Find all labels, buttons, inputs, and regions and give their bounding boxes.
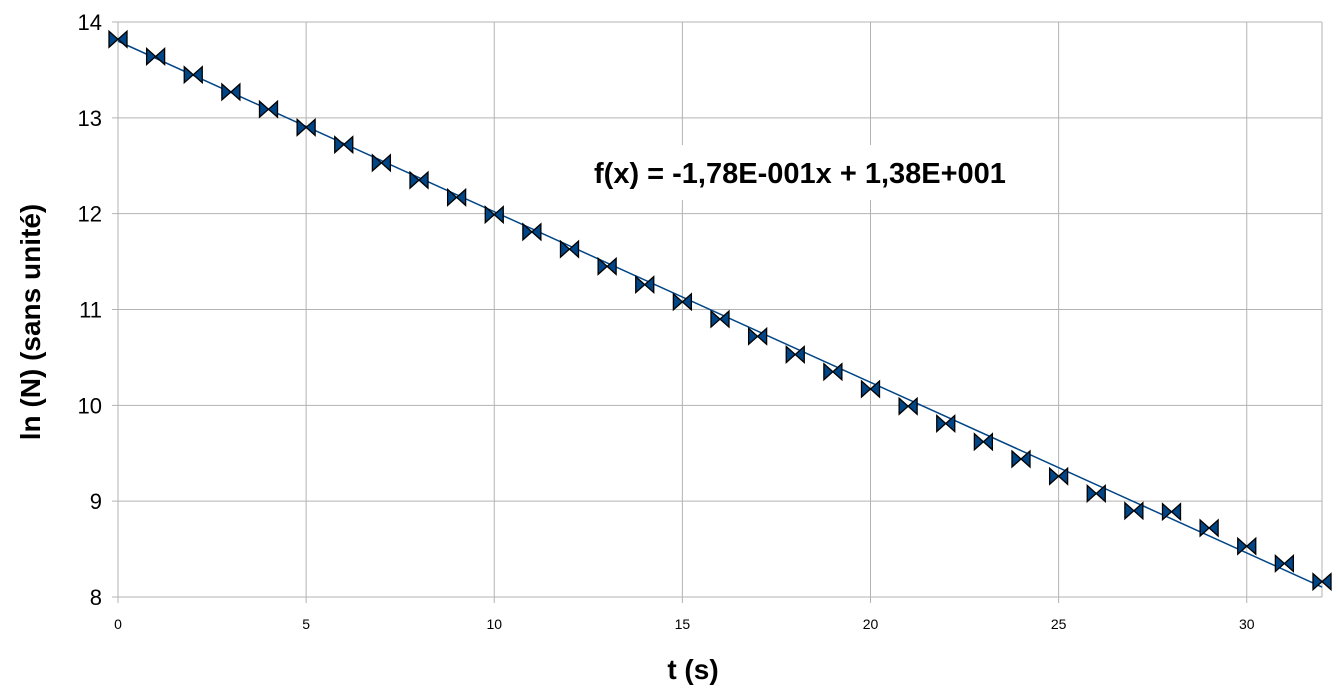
data-point: [1011, 449, 1031, 469]
data-point: [522, 222, 542, 242]
data-point: [860, 379, 881, 399]
data-point: [936, 414, 956, 433]
x-tick-label: 15: [675, 616, 691, 632]
data-point: [446, 187, 467, 207]
data-point: [296, 117, 316, 137]
x-tick-label: 10: [486, 616, 502, 632]
y-tick-label: 12: [78, 202, 102, 227]
data-point: [672, 292, 693, 312]
grid-layer: [112, 21, 1323, 603]
tick-label-layer: 0 5 10 15 20 25 30 8 9 10 11 12 13 14: [78, 10, 1255, 632]
data-point: [747, 326, 768, 346]
x-tick-label: 20: [863, 616, 879, 632]
y-tick-label: 10: [78, 393, 102, 418]
data-point: [409, 170, 429, 190]
data-point: [559, 239, 580, 259]
data-point: [898, 396, 918, 416]
data-point: [108, 29, 128, 49]
x-tick-label: 30: [1239, 616, 1255, 632]
data-point: [221, 82, 241, 102]
data-point: [1161, 502, 1182, 522]
data-point: [145, 47, 166, 66]
trendline: [117, 40, 1323, 588]
x-axis-title: t (s): [667, 654, 718, 685]
data-point: [1086, 484, 1106, 503]
data-point: [823, 362, 843, 382]
x-tick-label: 5: [302, 616, 310, 632]
equation-background: [585, 145, 1040, 200]
marker-layer: [108, 29, 1332, 592]
data-point: [635, 275, 655, 295]
y-tick-label: 11: [79, 298, 102, 323]
data-point: [597, 256, 617, 276]
data-point: [1237, 536, 1257, 556]
data-point: [1048, 466, 1069, 486]
data-point: [973, 432, 994, 452]
x-tick-label: 25: [1051, 616, 1067, 632]
y-tick-label: 8: [90, 585, 102, 610]
data-point: [785, 345, 805, 364]
data-point: [371, 153, 392, 173]
data-point: [258, 99, 279, 119]
x-tick-label: 0: [114, 616, 122, 632]
data-point: [1199, 518, 1219, 538]
trendline-layer: [117, 40, 1323, 588]
data-point: [334, 135, 354, 155]
data-point: [1124, 501, 1144, 521]
data-point: [183, 65, 203, 85]
y-tick-label: 9: [90, 489, 102, 514]
y-tick-label: 13: [78, 106, 102, 131]
trendline-equation: f(x) = -1,78E-001x + 1,38E+001: [594, 158, 1006, 190]
data-point: [484, 205, 504, 225]
data-point: [1274, 554, 1295, 573]
y-tick-label: 14: [78, 10, 102, 35]
data-point: [710, 309, 730, 329]
y-axis-title: ln (N) (sans unité): [15, 204, 46, 440]
data-point: [1312, 572, 1332, 592]
